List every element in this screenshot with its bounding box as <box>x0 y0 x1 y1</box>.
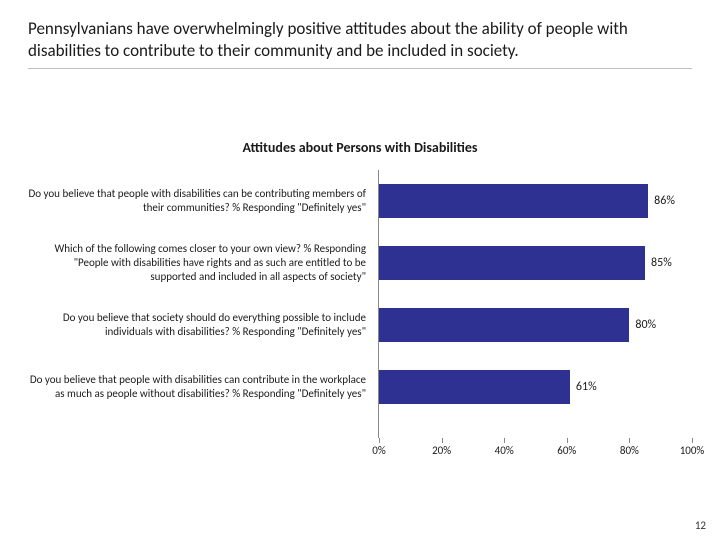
chart-row: Do you believe that people with disabili… <box>28 170 692 232</box>
x-tick-label: 20% <box>428 444 456 457</box>
bar-chart: Do you believe that people with disabili… <box>28 170 692 438</box>
bar-label: Do you believe that society should do ev… <box>28 311 378 340</box>
bar-label: Do you believe that people with disabili… <box>28 373 378 402</box>
chart-row: Which of the following comes closer to y… <box>28 232 692 294</box>
chart-row: Do you believe that people with disabili… <box>28 356 692 418</box>
bar-label: Which of the following comes closer to y… <box>28 242 378 285</box>
plot-area: 80% <box>378 294 692 356</box>
bar <box>379 370 570 404</box>
bar-value: 85% <box>651 256 672 270</box>
bar-value: 61% <box>576 380 597 394</box>
x-tick-label: 60% <box>553 444 581 457</box>
x-tick-label: 100% <box>678 444 706 457</box>
chart-title: Attitudes about Persons with Disabilitie… <box>28 139 692 156</box>
page-number: 12 <box>695 519 706 532</box>
plot-area: 86% <box>378 170 692 232</box>
x-tick-label: 80% <box>615 444 643 457</box>
bar <box>379 308 629 342</box>
plot-area: 85% <box>378 232 692 294</box>
bar-value: 86% <box>654 194 675 208</box>
x-tick-label: 0% <box>365 444 393 457</box>
chart-row: Do you believe that society should do ev… <box>28 294 692 356</box>
bar <box>379 246 645 280</box>
bar-label: Do you believe that people with disabili… <box>28 187 378 216</box>
bar-value: 80% <box>635 318 656 332</box>
slide-title: Pennsylvanians have overwhelmingly posit… <box>28 18 692 69</box>
plot-area: 61% <box>378 356 692 418</box>
bar <box>379 184 648 218</box>
x-tick-label: 40% <box>490 444 518 457</box>
